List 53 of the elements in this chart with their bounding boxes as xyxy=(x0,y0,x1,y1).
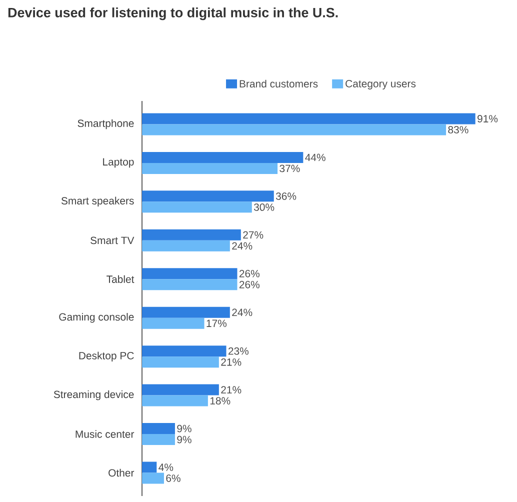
data-label: 24% xyxy=(232,308,252,316)
bar xyxy=(142,306,230,318)
bar xyxy=(142,190,274,202)
data-label: 83% xyxy=(448,126,468,134)
bar xyxy=(142,384,219,396)
data-label: 91% xyxy=(478,115,498,122)
bar xyxy=(142,152,304,163)
chart-title: Device used for listening to digital music in the U.S. xyxy=(8,8,338,20)
y-tick-label: Other xyxy=(108,468,134,477)
y-tick-label: Smart speakers xyxy=(61,196,134,207)
data-label: 21% xyxy=(221,386,242,394)
data-label: 44% xyxy=(305,154,326,162)
y-tick-label: Gaming console xyxy=(59,312,134,323)
data-label: 23% xyxy=(228,347,249,355)
y-tick-label: Music center xyxy=(76,430,134,438)
data-label: 18% xyxy=(210,397,230,405)
y-tick-label: Streaming device xyxy=(54,390,134,400)
bar xyxy=(142,472,164,484)
bar xyxy=(142,279,238,290)
bar xyxy=(142,240,230,252)
bar xyxy=(142,268,238,280)
legend-label: Category users xyxy=(346,80,416,90)
bar xyxy=(142,434,175,446)
data-label: 21% xyxy=(221,358,242,366)
data-label: 30% xyxy=(254,203,274,211)
y-tick-label: Desktop PC xyxy=(79,352,134,362)
bar xyxy=(142,356,219,368)
bar xyxy=(142,462,157,473)
data-label: 9% xyxy=(177,436,192,444)
bar xyxy=(142,346,226,357)
legend-label: Brand customers xyxy=(240,80,318,88)
data-label: 4% xyxy=(158,464,174,471)
data-label: 9% xyxy=(177,424,192,432)
bar xyxy=(142,162,278,174)
bar xyxy=(142,124,446,136)
bar xyxy=(142,229,241,240)
data-label: 26% xyxy=(239,270,260,278)
bar xyxy=(142,395,208,406)
data-label: 24% xyxy=(232,242,252,250)
data-label: 6% xyxy=(166,474,180,482)
bar xyxy=(142,423,175,434)
y-tick-label: Laptop xyxy=(103,158,134,168)
bar xyxy=(142,113,476,124)
data-label: 37% xyxy=(280,164,300,172)
data-label: 17% xyxy=(206,320,227,328)
data-label: 27% xyxy=(243,231,264,239)
bar xyxy=(142,202,252,213)
data-label: 26% xyxy=(239,280,260,288)
data-label: 36% xyxy=(276,192,296,200)
y-tick-label: Smartphone xyxy=(78,119,134,130)
bar xyxy=(142,318,204,329)
y-tick-label: Tablet xyxy=(106,275,134,283)
y-tick-label: Smart TV xyxy=(90,236,134,244)
